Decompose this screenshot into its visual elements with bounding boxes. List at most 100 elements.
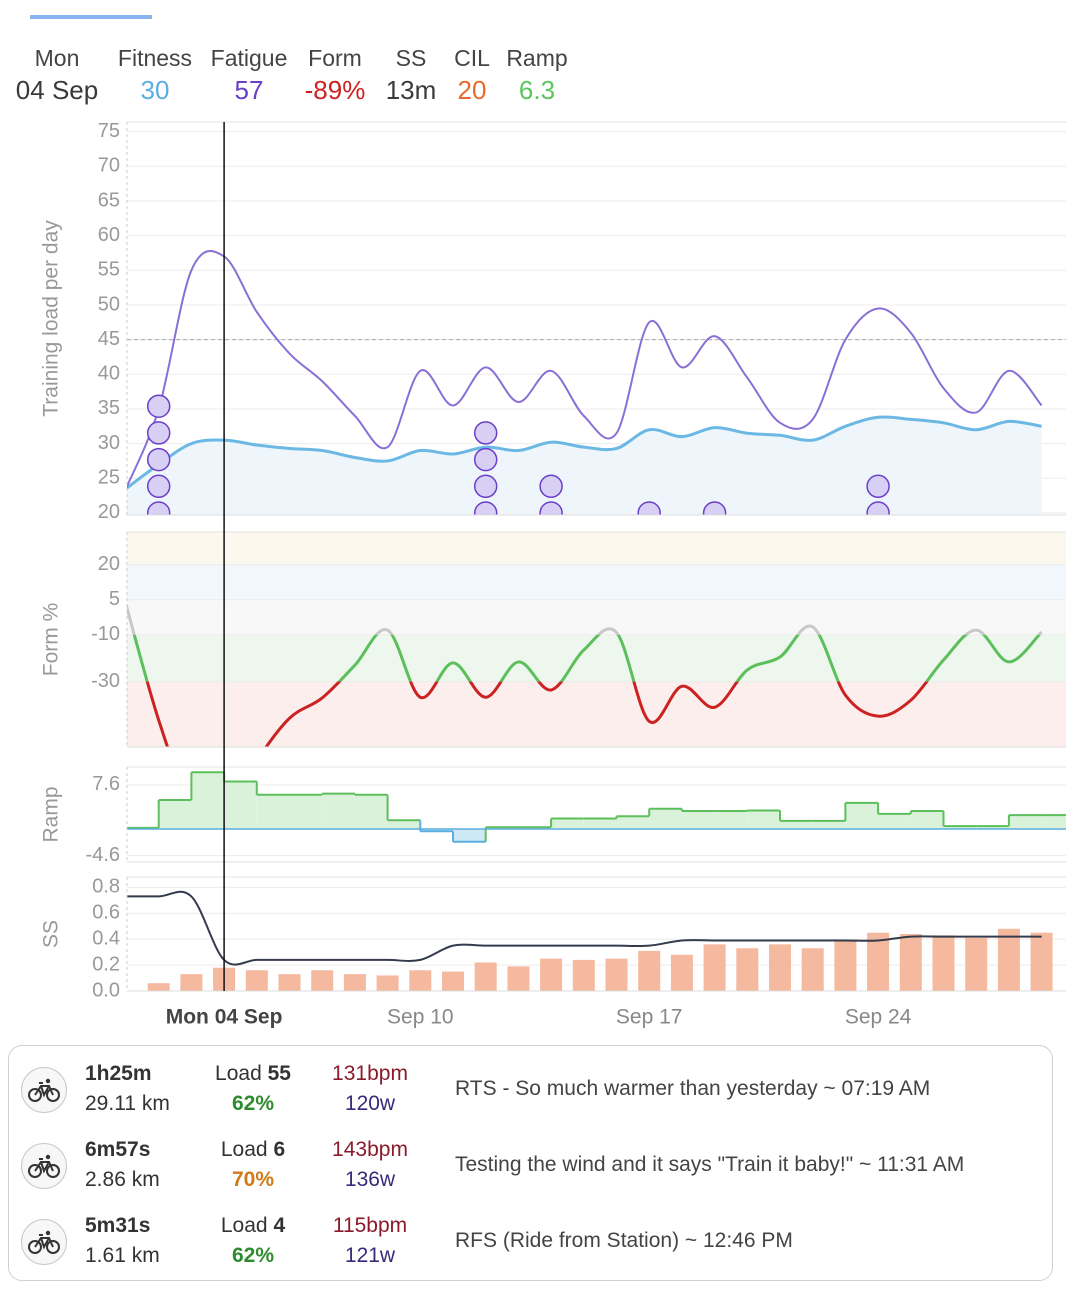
form-zone: [127, 634, 1066, 682]
form-zone: [127, 681, 1066, 747]
ramp-step: [583, 818, 617, 829]
activity-title: Testing the wind and it says "Train it b…: [455, 1153, 965, 1176]
activity-title: RFS (Ride from Station) ~ 12:46 PM: [455, 1229, 793, 1252]
ss-bar: [507, 966, 530, 991]
y-axis-title: Form %: [40, 603, 63, 677]
x-tick-label: Sep 24: [845, 1006, 912, 1029]
y-tick-label: 65: [98, 189, 120, 211]
ramp-step: [747, 810, 780, 829]
activity-dot: [146, 447, 171, 472]
activity-row: 5m31s 1.61 km Load 4 62% 115bpm 121w RFS (Ride…: [9, 1211, 1052, 1275]
duration: 6m57s: [85, 1138, 151, 1161]
ss-bar: [311, 970, 334, 991]
load-label: Load: [220, 1214, 268, 1237]
activity-dot: [637, 501, 661, 515]
tab-indicator: [30, 15, 152, 19]
y-tick-label: 20: [98, 553, 120, 575]
heart-rate: 131bpm: [332, 1062, 408, 1085]
power: 120w: [344, 1092, 396, 1115]
stat-label: Fitness: [118, 45, 192, 71]
load-label: Load: [215, 1062, 262, 1085]
ramp-step: [453, 828, 486, 842]
ss-bar: [442, 971, 464, 991]
ss-bar: [605, 958, 628, 991]
ss-bar: [409, 970, 432, 991]
ramp-step: [845, 802, 879, 829]
activity-dot: [866, 474, 890, 499]
ss-bar: [867, 932, 890, 991]
form-zone: [127, 599, 1066, 635]
y-tick-label: -30: [91, 670, 120, 692]
ss-bar: [899, 934, 922, 991]
intensity: 70%: [231, 1168, 275, 1191]
ramp-step: [1008, 815, 1042, 829]
ramp-step: [649, 808, 682, 829]
ramp-step: [387, 820, 421, 829]
stat-label: Mon: [35, 45, 80, 71]
ss-bar: [1030, 932, 1053, 991]
ramp-step: [551, 818, 584, 829]
form-line: [145, 681, 929, 747]
ramp-step: [780, 820, 813, 829]
stat-value: 20: [458, 75, 487, 105]
ss-bar: [376, 975, 399, 991]
x-tick-label: Sep 17: [616, 1006, 683, 1029]
activity-row: 1h25m 29.11 km Load 55 62% 131bpm 120w RTS - S…: [9, 1059, 1052, 1123]
stat-value: 13m: [386, 75, 437, 105]
distance: 29.11 km: [85, 1092, 170, 1115]
y-axis-title: Training load per day: [40, 220, 63, 417]
activity-dot: [146, 474, 171, 499]
stat-label: Fatigue: [211, 45, 288, 71]
form-zone: [127, 532, 1066, 565]
y-tick-label: 5: [109, 588, 120, 610]
ramp-step: [812, 820, 846, 829]
y-tick-label: 25: [98, 467, 120, 489]
activity-dot: [473, 421, 498, 445]
intensity: 62%: [231, 1244, 275, 1267]
load-line: [127, 415, 1042, 490]
ss-bar: [736, 948, 759, 991]
distance: 1.61 km: [85, 1244, 160, 1267]
stat-value: 30: [141, 75, 170, 105]
x-tick-label: Sep 10: [387, 1006, 454, 1029]
y-tick-label: 40: [98, 363, 120, 385]
y-tick-label: 55: [98, 259, 120, 281]
activity-dot: [146, 394, 171, 418]
activity-dot: [702, 501, 727, 515]
ss-bar: [769, 944, 791, 991]
intensity: 62%: [231, 1092, 275, 1115]
load: Load 6: [199, 1135, 307, 1165]
activity-dot: [146, 501, 171, 515]
stat-label: Ramp: [506, 45, 567, 71]
ramp-step: [976, 826, 1009, 829]
activity-dot: [866, 501, 890, 515]
ramp-step: [1041, 815, 1066, 829]
stat-label: CIL: [454, 45, 490, 71]
y-tick-label: 45: [98, 328, 120, 350]
ramp-step: [256, 794, 290, 829]
stat-value: 04 Sep: [16, 75, 98, 105]
ss-bar: [474, 962, 497, 991]
ramp-step: [158, 800, 192, 829]
y-tick-label: 75: [98, 120, 120, 142]
y-tick-label: 60: [98, 224, 120, 246]
ss-bar: [801, 948, 824, 991]
ss-bar: [180, 974, 203, 991]
ss-bar: [343, 974, 366, 991]
duration: 1h25m: [85, 1062, 152, 1085]
stat-value: 57: [235, 75, 264, 105]
power: 121w: [344, 1244, 396, 1267]
ss-bar: [997, 928, 1020, 991]
activity-dot: [539, 474, 563, 499]
activity-dot: [539, 501, 563, 515]
y-tick-label: 35: [98, 397, 120, 419]
y-tick-label: 7.6: [92, 773, 120, 795]
ramp-step: [714, 811, 748, 829]
ss-bar: [572, 959, 595, 991]
ramp-step: [420, 828, 453, 832]
ramp-step: [943, 826, 977, 829]
ramp-step: [289, 794, 323, 829]
activity-list: 1h25m 29.11 km Load 55 62% 131bpm 120w RTS - S…: [8, 1045, 1053, 1281]
heart-rate: 115bpm: [332, 1214, 408, 1237]
ss-bar: [278, 974, 301, 991]
